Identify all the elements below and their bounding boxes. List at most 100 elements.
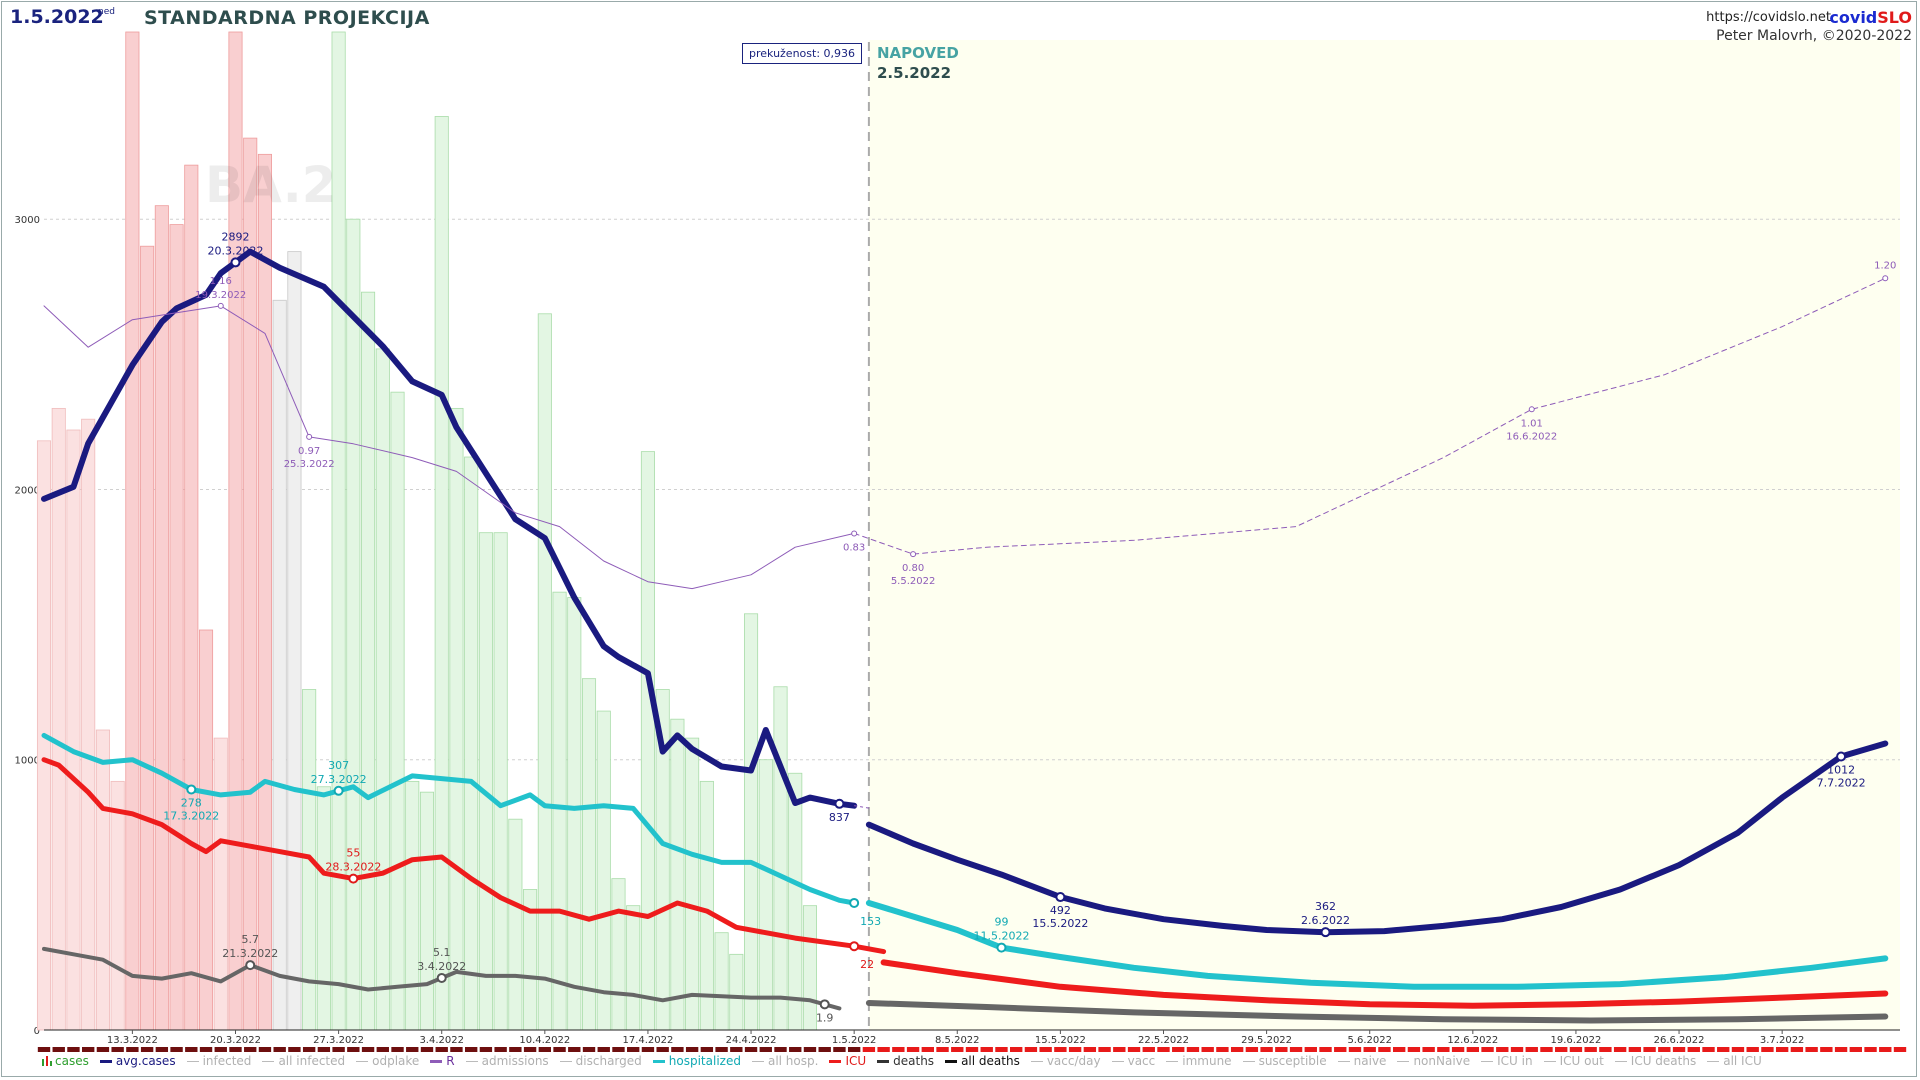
case-bar <box>493 532 508 1031</box>
r_fc-value-label: 1.01 <box>1521 418 1543 429</box>
legend-swatch <box>1337 1061 1350 1062</box>
legend-bars-icon <box>42 1055 52 1069</box>
report-date: 1.5.2022 <box>10 6 104 28</box>
case-bar <box>670 718 685 1031</box>
report-weekday: ned <box>98 7 115 17</box>
legend-item-all-hosp-[interactable]: all hosp. <box>751 1054 819 1068</box>
day-marker <box>1172 1047 1185 1052</box>
day-marker <box>67 1047 80 1052</box>
day-marker <box>789 1047 802 1052</box>
day-marker <box>759 1047 772 1052</box>
x-tick-label: 19.6.2022 <box>1550 1035 1601 1046</box>
legend-label: naive <box>1353 1054 1387 1068</box>
day-marker <box>406 1047 419 1052</box>
case-bar <box>699 780 714 1031</box>
legend-label: nonNaive <box>1413 1054 1471 1068</box>
case-bar <box>390 391 405 1031</box>
day-marker <box>1702 1047 1715 1052</box>
avg-marker <box>230 257 241 268</box>
legend-label: ICU <box>845 1054 867 1068</box>
day-marker <box>671 1047 684 1052</box>
legend-item-vacc[interactable]: vacc <box>1111 1054 1155 1068</box>
day-marker <box>656 1047 669 1052</box>
day-marker <box>833 1047 846 1052</box>
legend-item-naive[interactable]: naive <box>1337 1054 1387 1068</box>
day-marker <box>1893 1047 1907 1052</box>
r-line <box>43 305 855 590</box>
day-marker <box>1010 1047 1023 1052</box>
r-date-label: 25.3.2022 <box>284 459 335 470</box>
day-marker <box>774 1047 787 1052</box>
day-marker <box>1555 1047 1568 1052</box>
day-marker <box>1746 1047 1759 1052</box>
avg_fc-value-label: 492 <box>1050 904 1071 917</box>
legend-swatch <box>1242 1061 1255 1062</box>
day-marker <box>715 1047 728 1052</box>
day-marker <box>1510 1047 1524 1052</box>
day-marker <box>847 1047 861 1052</box>
case-bar <box>316 786 331 1031</box>
legend-item-icu-out[interactable]: ICU out <box>1543 1054 1604 1068</box>
legend-item-r[interactable]: R <box>430 1054 455 1068</box>
hosp-value-label: 278 <box>181 796 202 809</box>
case-bar <box>243 137 258 1031</box>
day-marker <box>52 1047 65 1052</box>
case-bar <box>66 429 81 1031</box>
day-marker <box>553 1047 566 1052</box>
r-value-label: 0.83 <box>843 542 865 553</box>
day-marker <box>1790 1047 1804 1052</box>
day-marker <box>1496 1047 1509 1052</box>
day-marker <box>1083 1047 1097 1052</box>
day-marker <box>229 1047 242 1052</box>
legend-label: susceptible <box>1258 1054 1327 1068</box>
legend-swatch <box>1030 1061 1043 1062</box>
brand-logo[interactable]: covidSLO <box>1829 8 1912 27</box>
avg_fc-marker <box>1055 892 1066 903</box>
case-bar <box>773 686 788 1031</box>
legend-item-cases[interactable]: cases <box>42 1054 89 1069</box>
hosp-date-label: 17.3.2022 <box>163 809 219 822</box>
day-marker <box>1127 1047 1141 1052</box>
x-tick-label: 15.5.2022 <box>1035 1035 1086 1046</box>
day-marker <box>1761 1047 1774 1052</box>
legend-item-icu[interactable]: ICU <box>829 1054 866 1068</box>
x-tick-label: 1.5.2022 <box>832 1035 877 1046</box>
legend-item-all-icu[interactable]: all ICU <box>1707 1054 1762 1068</box>
legend-item-infected[interactable]: infected <box>186 1054 251 1068</box>
legend-item-nonnaive[interactable]: nonNaive <box>1397 1054 1470 1068</box>
day-marker <box>1437 1047 1450 1052</box>
legend-item-odplake[interactable]: odplake <box>356 1054 419 1068</box>
legend-label: all hosp. <box>767 1054 819 1068</box>
legend-item-susceptible[interactable]: susceptible <box>1242 1054 1327 1068</box>
legend-item-all-infected[interactable]: all infected <box>262 1054 345 1068</box>
forecast-label: NAPOVED <box>877 44 959 62</box>
day-marker <box>980 1047 993 1052</box>
page-title: STANDARDNA PROJEKCIJA <box>144 7 430 29</box>
legend-swatch <box>1707 1061 1720 1062</box>
legend-item-vacc-day[interactable]: vacc/day <box>1030 1054 1101 1068</box>
day-marker <box>1849 1047 1862 1052</box>
day-marker <box>685 1047 699 1052</box>
legend-item-discharged[interactable]: discharged <box>559 1054 642 1068</box>
day-marker <box>361 1047 375 1052</box>
day-marker <box>1451 1047 1465 1052</box>
legend-item-all-deaths[interactable]: all deaths <box>945 1054 1020 1068</box>
legend-item-avg-cases[interactable]: avg.cases <box>99 1054 176 1068</box>
legend-item-icu-deaths[interactable]: ICU deaths <box>1614 1054 1696 1068</box>
legend-item-icu-in[interactable]: ICU in <box>1481 1054 1533 1068</box>
legend-item-admissions[interactable]: admissions <box>465 1054 549 1068</box>
legend-item-immune[interactable]: immune <box>1166 1054 1232 1068</box>
legend-label: all infected <box>278 1054 346 1068</box>
day-marker <box>965 1047 979 1052</box>
legend-item-hospitalized[interactable]: hospitalized <box>652 1054 741 1068</box>
legend-item-deaths[interactable]: deaths <box>877 1054 934 1068</box>
hosp-marker <box>849 897 860 908</box>
day-marker <box>332 1047 345 1052</box>
avg_fc-date-label: 15.5.2022 <box>1032 917 1088 930</box>
icu-marker <box>348 873 359 884</box>
y-tick-label: 0 <box>34 1026 40 1037</box>
legend-swatch <box>1166 1061 1179 1062</box>
day-marker <box>877 1047 890 1052</box>
case-bar <box>552 591 567 1031</box>
site-url-link[interactable]: https://covidslo.net <box>1706 10 1831 25</box>
